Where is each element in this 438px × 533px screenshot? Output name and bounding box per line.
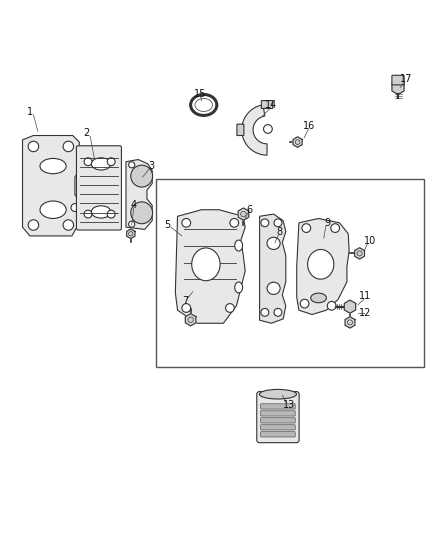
Ellipse shape: [307, 249, 334, 279]
Text: 5: 5: [164, 220, 171, 230]
Polygon shape: [392, 80, 404, 94]
Polygon shape: [344, 300, 356, 313]
Polygon shape: [355, 248, 364, 259]
Ellipse shape: [311, 293, 326, 303]
Circle shape: [331, 224, 339, 232]
Polygon shape: [126, 159, 152, 229]
Ellipse shape: [40, 158, 66, 174]
Polygon shape: [185, 313, 196, 326]
Circle shape: [182, 219, 191, 227]
Circle shape: [107, 210, 115, 218]
Circle shape: [295, 140, 300, 144]
Polygon shape: [260, 214, 286, 323]
Circle shape: [327, 302, 336, 310]
Text: 12: 12: [359, 308, 371, 318]
Circle shape: [84, 210, 92, 218]
Ellipse shape: [40, 201, 66, 219]
Circle shape: [347, 320, 353, 325]
Polygon shape: [293, 137, 302, 147]
FancyBboxPatch shape: [261, 432, 295, 437]
Ellipse shape: [267, 282, 280, 294]
Ellipse shape: [235, 282, 243, 293]
Ellipse shape: [91, 158, 111, 170]
Text: 17: 17: [400, 74, 412, 84]
Text: 13: 13: [283, 400, 295, 410]
Bar: [155, 179, 424, 367]
Text: 6: 6: [247, 205, 253, 215]
Circle shape: [129, 161, 135, 168]
Circle shape: [264, 125, 272, 133]
Text: 15: 15: [194, 89, 206, 99]
Circle shape: [274, 309, 282, 316]
FancyBboxPatch shape: [261, 418, 295, 423]
Circle shape: [131, 165, 152, 187]
Text: 1: 1: [27, 107, 33, 117]
Circle shape: [107, 158, 115, 166]
FancyBboxPatch shape: [392, 75, 404, 85]
Text: 3: 3: [148, 161, 154, 171]
Text: 7: 7: [182, 296, 188, 306]
Polygon shape: [345, 317, 355, 328]
Circle shape: [357, 251, 362, 256]
Circle shape: [226, 304, 234, 312]
Ellipse shape: [195, 99, 212, 111]
Circle shape: [261, 219, 269, 227]
Circle shape: [129, 221, 135, 227]
Polygon shape: [127, 229, 135, 239]
Circle shape: [300, 299, 309, 308]
FancyBboxPatch shape: [237, 124, 244, 135]
FancyBboxPatch shape: [77, 146, 121, 230]
Ellipse shape: [91, 206, 111, 218]
Circle shape: [136, 170, 148, 182]
Circle shape: [188, 317, 193, 322]
Circle shape: [136, 207, 148, 219]
Circle shape: [28, 220, 39, 230]
Ellipse shape: [267, 237, 280, 249]
Circle shape: [182, 304, 191, 312]
Circle shape: [28, 141, 39, 152]
Circle shape: [84, 158, 92, 166]
Text: 8: 8: [276, 228, 283, 237]
Polygon shape: [242, 105, 267, 155]
Circle shape: [230, 219, 239, 227]
Text: 9: 9: [324, 218, 330, 228]
Circle shape: [63, 220, 74, 230]
FancyBboxPatch shape: [261, 404, 295, 409]
Text: 16: 16: [303, 121, 315, 131]
FancyBboxPatch shape: [261, 101, 273, 108]
FancyBboxPatch shape: [261, 425, 295, 430]
Polygon shape: [175, 210, 245, 323]
Polygon shape: [297, 219, 349, 314]
Text: 14: 14: [265, 100, 278, 110]
Circle shape: [131, 202, 152, 224]
Circle shape: [129, 232, 133, 236]
Text: 10: 10: [364, 236, 376, 246]
Circle shape: [274, 219, 282, 227]
Circle shape: [261, 309, 269, 316]
Text: 4: 4: [131, 200, 137, 211]
Polygon shape: [238, 208, 249, 220]
Text: 11: 11: [359, 291, 371, 301]
Ellipse shape: [259, 390, 297, 399]
Ellipse shape: [192, 248, 220, 281]
Text: 2: 2: [84, 128, 90, 139]
Circle shape: [302, 224, 311, 232]
Circle shape: [71, 204, 79, 212]
Circle shape: [241, 212, 246, 217]
Polygon shape: [22, 135, 79, 236]
FancyBboxPatch shape: [261, 411, 295, 416]
Ellipse shape: [235, 240, 243, 251]
Circle shape: [63, 141, 74, 152]
FancyBboxPatch shape: [257, 392, 299, 443]
